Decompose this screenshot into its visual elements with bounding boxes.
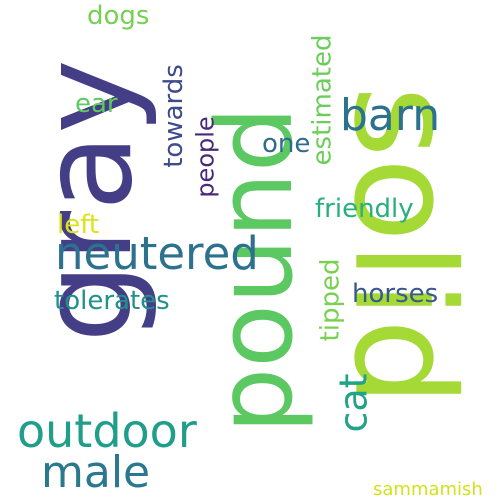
word-towards: towards [158, 64, 189, 168]
word-neutered: neutered [55, 227, 259, 280]
word-people: people [191, 116, 220, 198]
word-barn: barn [340, 90, 441, 141]
word-ear: ear [75, 89, 118, 119]
word-estimated: estimated [307, 34, 338, 166]
word-left: left [57, 210, 100, 240]
word-outdoor: outdoor [17, 404, 197, 458]
word-horses: horses [352, 279, 439, 309]
word-friendly: friendly [315, 194, 414, 224]
word-dogs: dogs [87, 1, 150, 31]
word-one: one [262, 129, 311, 159]
word-tolerates: tolerates [54, 286, 170, 316]
word-male: male [41, 447, 151, 498]
word-cat: cat [331, 373, 376, 433]
word-tipped: tipped [315, 258, 346, 342]
word-sammamish: sammamish [373, 479, 483, 500]
